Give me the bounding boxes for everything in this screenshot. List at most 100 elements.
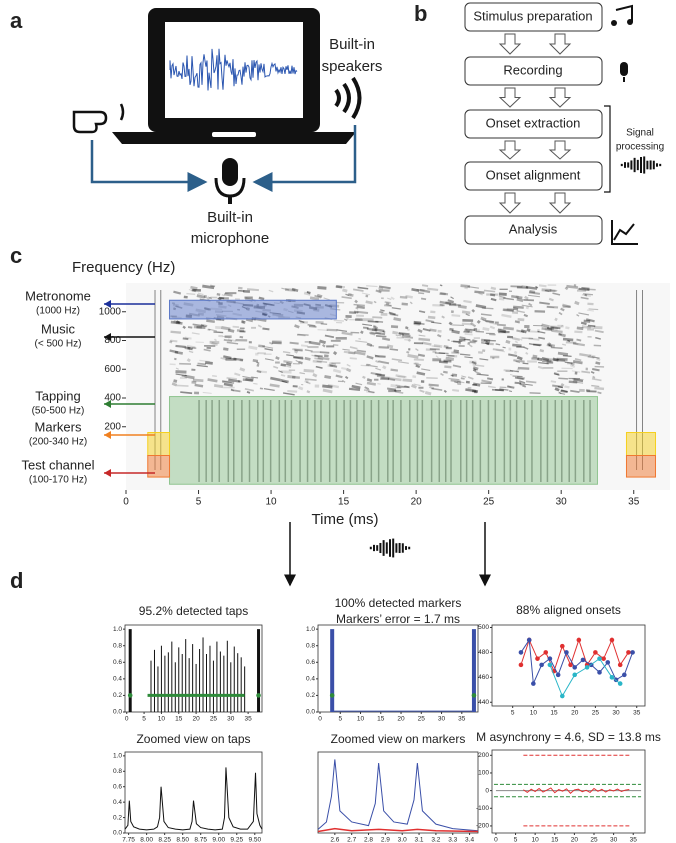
texture (463, 299, 472, 304)
texture (221, 293, 225, 297)
chart-title: M asynchrony = 4.6, SD = 13.8 ms (476, 730, 661, 744)
texture (317, 356, 330, 361)
texture (186, 344, 196, 349)
chart-title: Zoomed view on taps (136, 732, 250, 746)
texture (188, 350, 194, 354)
texture (572, 381, 584, 384)
x-tick-label: 9.25 (230, 837, 243, 843)
texture (285, 364, 292, 368)
texture (293, 356, 304, 360)
texture (365, 364, 378, 368)
texture (498, 296, 505, 301)
texture (485, 319, 495, 324)
texture (308, 325, 317, 328)
texture (315, 365, 323, 369)
texture (549, 325, 562, 328)
texture (447, 339, 450, 341)
y-tick-label: 800 (104, 335, 121, 346)
texture (175, 367, 179, 370)
point (622, 672, 627, 678)
texture (492, 348, 504, 352)
texture (572, 360, 583, 365)
texture (520, 329, 527, 334)
texture (402, 378, 413, 383)
texture (461, 322, 473, 326)
texture (292, 348, 303, 352)
texture (431, 321, 442, 325)
texture (194, 383, 204, 388)
texture (372, 316, 383, 319)
texture (173, 290, 182, 295)
texture (395, 334, 399, 337)
texture (407, 328, 410, 332)
texture (298, 360, 303, 365)
step-label: Stimulus preparation (473, 8, 592, 23)
annotation: Music (41, 321, 75, 336)
texture (355, 382, 363, 386)
texture (490, 293, 496, 297)
texture (514, 376, 524, 380)
texture (483, 289, 496, 293)
texture (286, 354, 294, 357)
texture (221, 380, 232, 384)
laptop (112, 8, 356, 144)
texture (443, 389, 447, 393)
texture (239, 358, 244, 362)
chart-title: 100% detected markers (335, 596, 462, 610)
texture (180, 391, 193, 395)
texture (480, 313, 492, 317)
texture (527, 294, 540, 298)
x-tick-label: 2.9 (381, 837, 390, 843)
texture (465, 328, 476, 331)
texture (375, 359, 379, 364)
panel-label: b (414, 1, 427, 26)
texture (268, 289, 274, 293)
texture (549, 289, 558, 292)
texture (303, 291, 311, 296)
point (518, 650, 524, 655)
texture (387, 377, 396, 382)
texture (383, 304, 392, 307)
texture (450, 296, 454, 300)
texture (558, 332, 566, 338)
texture (401, 333, 411, 338)
texture (478, 351, 483, 354)
texture (312, 359, 322, 364)
series-line (523, 787, 630, 794)
flowchart: Stimulus preparation Recording Onset extra… (464, 2, 603, 245)
chart-title: Zoomed view on markers (331, 732, 466, 746)
texture (562, 354, 572, 357)
texture (597, 391, 602, 395)
texture (560, 389, 568, 393)
texture (433, 344, 443, 349)
texture (580, 296, 589, 300)
texture (472, 339, 478, 343)
texture (503, 369, 511, 372)
texture (391, 358, 403, 362)
step-arrow (498, 140, 522, 160)
texture (182, 325, 186, 330)
texture (336, 329, 348, 333)
texture (539, 301, 550, 305)
texture (281, 287, 290, 291)
texture (476, 319, 481, 324)
texture (297, 333, 309, 336)
texture (502, 308, 514, 313)
texture (415, 364, 421, 368)
texture (335, 374, 343, 379)
texture (244, 388, 254, 392)
texture (431, 387, 443, 391)
texture (341, 366, 348, 371)
texture (506, 307, 515, 312)
texture (507, 385, 512, 388)
texture (401, 302, 408, 306)
texture (345, 293, 350, 296)
texture (341, 331, 353, 336)
texture (256, 363, 260, 367)
x-tick-label: 5 (196, 497, 202, 508)
texture (287, 374, 296, 379)
texture (318, 339, 327, 345)
annotation: Tapping (35, 388, 81, 403)
texture (429, 328, 437, 333)
x-tick-label: 15 (377, 716, 385, 723)
